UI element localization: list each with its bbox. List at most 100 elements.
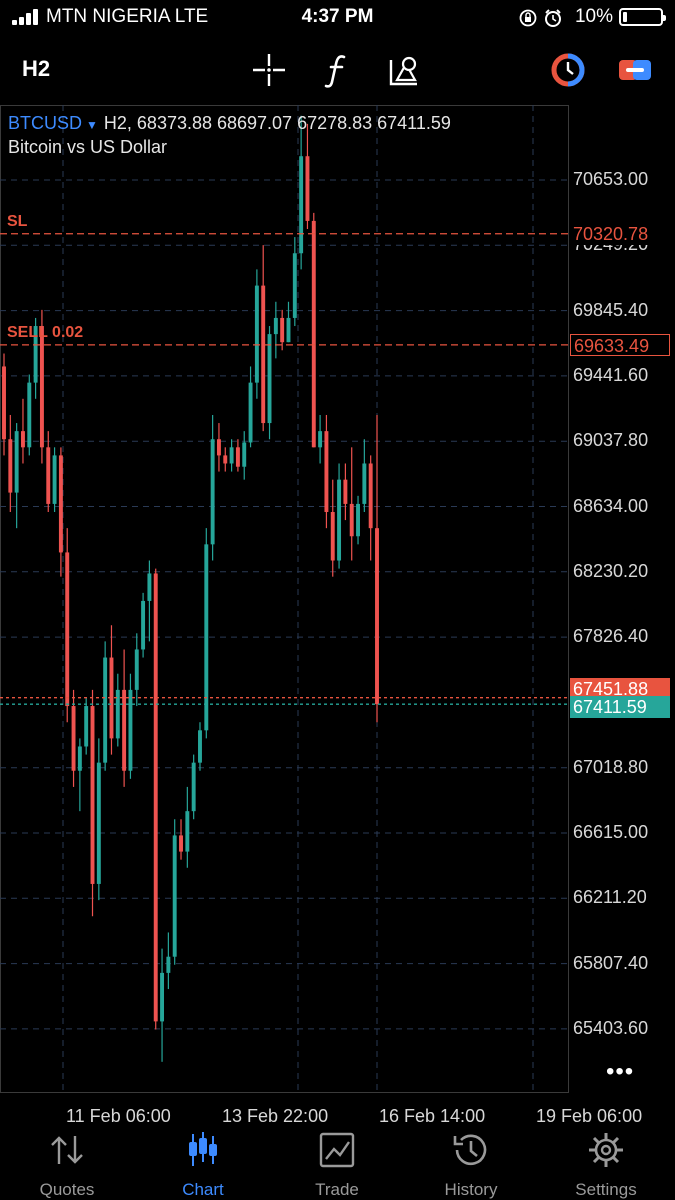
candle-body xyxy=(172,835,177,957)
tab-label: Chart xyxy=(182,1180,224,1199)
candle-body xyxy=(292,253,297,318)
y-tick-label: 69441.60 xyxy=(573,364,649,385)
candle-body xyxy=(235,447,240,467)
timeframe-button[interactable]: H2 xyxy=(22,56,51,81)
candle-body xyxy=(242,442,247,467)
symbol-description: Bitcoin vs US Dollar xyxy=(8,137,168,157)
candle-body xyxy=(141,600,146,650)
candle-body xyxy=(52,455,57,504)
y-tick-label: 66615.00 xyxy=(573,822,649,842)
candle-body xyxy=(362,463,367,504)
y-tick-label: 67018.80 xyxy=(573,756,649,777)
candle-body xyxy=(248,382,253,443)
candle-body xyxy=(109,657,114,739)
candle-body xyxy=(2,366,6,440)
candle-body xyxy=(90,706,95,884)
candle-body xyxy=(318,431,323,448)
candle-body xyxy=(267,334,272,424)
candle-body xyxy=(198,730,202,763)
candle-body xyxy=(33,326,38,383)
candle-body xyxy=(375,528,379,705)
settings-icon xyxy=(589,1133,623,1167)
candle-body xyxy=(96,762,101,884)
status-bar: MTN NIGERIA LTE 4:37 PM 10% xyxy=(0,0,675,36)
candle-body xyxy=(273,317,278,335)
more-options-icon[interactable]: ••• xyxy=(606,1058,635,1085)
tab-quotes[interactable]: Quotes xyxy=(7,1122,127,1200)
candle-body xyxy=(343,479,348,504)
candle-body xyxy=(204,544,209,731)
sell-price-tag: 69633.49 xyxy=(570,333,670,356)
candle-body xyxy=(21,431,25,448)
lock-rotation-icon xyxy=(519,9,537,27)
ohlc-readout: H2, 68373.88 68697.07 67278.83 67411.59 xyxy=(103,113,451,133)
x-tick-label: 11 Feb 06:00 xyxy=(66,1106,171,1126)
tab-label: Settings xyxy=(575,1180,637,1199)
plot-frame xyxy=(0,105,569,1093)
candle-body xyxy=(134,649,139,690)
candle-body xyxy=(330,511,335,561)
chevron-down-icon[interactable]: ▼ xyxy=(86,118,98,132)
candle-body xyxy=(128,689,133,771)
battery-percent: 10% xyxy=(574,6,613,27)
candle-body xyxy=(103,657,108,763)
candle-body xyxy=(349,503,354,537)
candle-body xyxy=(147,573,152,601)
x-tick-label: 19 Feb 06:00 xyxy=(536,1106,643,1126)
toggle-icon[interactable] xyxy=(617,52,653,88)
candlestick-chart[interactable] xyxy=(0,105,675,1095)
candle-body xyxy=(8,439,13,493)
candle-body xyxy=(122,689,127,771)
objects-icon[interactable] xyxy=(387,52,423,88)
ask-price-tag: 67451.88 xyxy=(570,677,670,700)
quotes-icon xyxy=(51,1136,83,1164)
y-tick-label: 68230.20 xyxy=(573,560,649,581)
candle-body xyxy=(14,431,19,493)
y-tick-label: 67826.40 xyxy=(573,626,649,647)
candle-body xyxy=(191,762,196,812)
history-icon xyxy=(453,1134,487,1166)
tab-history[interactable]: History xyxy=(411,1122,531,1200)
candle-body xyxy=(280,317,285,343)
trade-signals-icon[interactable] xyxy=(550,52,586,88)
chart-icon xyxy=(189,1132,217,1166)
candle-body xyxy=(254,285,259,383)
bid-price-tag: 67411.59 xyxy=(570,696,670,719)
candle-body xyxy=(356,503,360,537)
candle-body xyxy=(27,382,32,448)
candle-body xyxy=(286,317,291,343)
candle-body xyxy=(160,972,165,1022)
trade-icon xyxy=(319,1132,355,1168)
candle-body xyxy=(71,706,76,771)
candle-body xyxy=(179,835,183,852)
candle-body xyxy=(210,439,215,545)
price-chart[interactable]: BTCUSD ▼ H2, 68373.88 68697.07 67278.83 67… xyxy=(0,105,675,1095)
candle-body xyxy=(299,156,304,254)
candle-body xyxy=(223,455,228,464)
candle-body xyxy=(58,455,63,553)
candle-body xyxy=(337,479,342,561)
tab-label: Trade xyxy=(315,1180,359,1199)
tab-chart[interactable]: Chart xyxy=(143,1122,263,1200)
symbol-selector[interactable]: BTCUSD xyxy=(8,113,83,133)
tab-settings[interactable]: Settings xyxy=(546,1122,666,1200)
y-tick-label: 69845.40 xyxy=(573,299,649,320)
y-tick-label: 65807.40 xyxy=(573,952,649,973)
tab-trade[interactable]: Trade xyxy=(277,1122,397,1200)
candle-body xyxy=(115,689,120,739)
candle-body xyxy=(229,447,234,464)
chart-toolbar: H2 xyxy=(0,40,675,100)
crosshair-icon[interactable] xyxy=(251,52,287,88)
indicators-icon[interactable] xyxy=(320,52,356,88)
sl-line-label: SL xyxy=(7,212,28,230)
battery-icon xyxy=(619,8,666,26)
y-tick-label: 66211.20 xyxy=(573,887,647,908)
candle-body xyxy=(368,463,373,529)
sl-price-tag: 70320.78 xyxy=(570,222,670,245)
candle-body xyxy=(153,573,158,1022)
candle-body xyxy=(324,431,329,512)
candle-body xyxy=(39,326,44,448)
status-icons xyxy=(519,8,565,33)
x-tick-label: 16 Feb 14:00 xyxy=(379,1106,486,1126)
candle-body xyxy=(65,552,70,707)
